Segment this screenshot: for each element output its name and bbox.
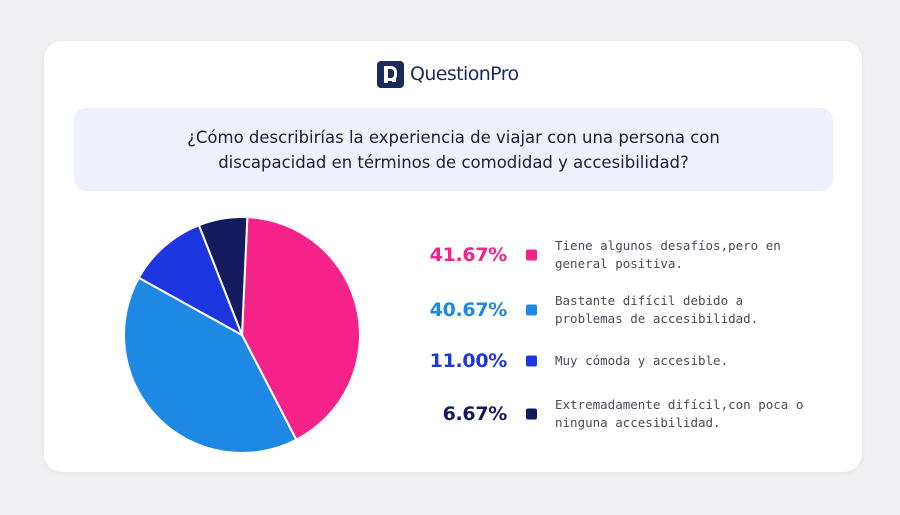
legend-percentage: 40.67% [429, 299, 508, 321]
legend-item: 6.67% Extremadamente difícil,con poca o n… [410, 394, 850, 434]
legend-swatch [526, 408, 537, 420]
legend-swatch [526, 355, 537, 367]
pie-slice-3 [137, 224, 243, 336]
legend-label: Muy cómoda y accesible. [555, 353, 729, 368]
pie-chart [123, 216, 361, 454]
pie-slice-1 [241, 216, 361, 441]
legend-label: Tiene algunos desafíos,pero en general p… [555, 238, 781, 271]
legend-swatch [526, 304, 537, 316]
brand-name: QuestionPro [410, 63, 519, 85]
legend-percentage: 11.00% [429, 350, 508, 372]
question-text: ¿Cómo describirías la experiencia de via… [187, 127, 720, 172]
legend-percentage: 6.67% [442, 403, 508, 425]
pie-slice-2 [123, 276, 298, 454]
legend-percentage: 41.67% [429, 244, 508, 266]
brand-logo: QuestionPro [377, 60, 519, 88]
legend-item: 41.67% Tiene algunos desafíos,pero en gen… [410, 235, 850, 275]
legend-item: 40.67% Bastante difícil debido a problema… [410, 290, 850, 330]
legend-item: 11.00% Muy cómoda y accesible. [410, 341, 850, 381]
legend-label: Bastante difícil debido a problemas de a… [555, 293, 759, 326]
questionpro-logo-icon [377, 60, 404, 88]
legend-swatch [526, 249, 537, 261]
question-box: ¿Cómo describirías la experiencia de via… [74, 108, 833, 191]
pie-slice-4 [197, 216, 249, 336]
legend-label: Extremadamente difícil,con poca o ningun… [555, 397, 804, 430]
